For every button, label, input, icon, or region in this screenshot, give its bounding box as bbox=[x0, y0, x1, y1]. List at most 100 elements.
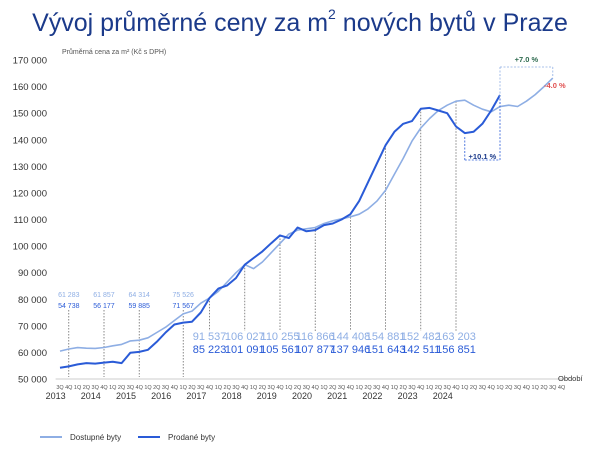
x-quarter-label: 3Q bbox=[303, 385, 311, 391]
x-quarter-label: 2Q bbox=[540, 385, 548, 391]
x-quarter-label: 2Q bbox=[470, 385, 478, 391]
value-label-prodane: 59 885 bbox=[128, 303, 150, 310]
x-quarter-label: 1Q bbox=[461, 385, 469, 391]
annotation-label: +7.0 % bbox=[515, 55, 539, 64]
x-quarter-label: 1Q bbox=[496, 385, 504, 391]
x-quarter-label: 1Q bbox=[250, 385, 258, 391]
x-quarter-label: 4Q bbox=[347, 385, 355, 391]
value-label-dostupne: 64 314 bbox=[128, 292, 150, 299]
x-quarter-label: 3Q bbox=[127, 385, 135, 391]
y-tick-label: 150 000 bbox=[13, 109, 47, 120]
value-label-prodane: 54 738 bbox=[58, 303, 80, 310]
series-lines bbox=[59, 77, 554, 369]
x-year-label: 2024 bbox=[433, 391, 453, 401]
x-quarter-label: 3Q bbox=[162, 385, 170, 391]
x-quarter-label: 3Q bbox=[549, 385, 557, 391]
legend-label-dostupne: Dostupné byty bbox=[70, 433, 121, 442]
y-axis-label: Průměrná cena za m² (Kč s DPH) bbox=[62, 48, 166, 56]
value-labels: 61 283 54 738 61 857 56 177 64 314 59 885 75 5… bbox=[58, 292, 476, 356]
y-tick-label: 120 000 bbox=[13, 188, 47, 199]
value-label-dostupne: 154 881 bbox=[366, 331, 406, 343]
x-quarter-label: 3Q bbox=[197, 385, 205, 391]
value-label-dostupne: 116 866 bbox=[296, 331, 335, 343]
x-year-label: 2013 bbox=[46, 391, 66, 401]
value-label-dostupne: 144 408 bbox=[331, 331, 371, 343]
x-quarter-label: 2Q bbox=[505, 385, 513, 391]
x-quarter-label: 2Q bbox=[188, 385, 196, 391]
y-tick-label: 130 000 bbox=[13, 162, 47, 173]
x-quarter-label: 3Q bbox=[92, 385, 100, 391]
title-rest: nových bytů v Praze bbox=[335, 9, 568, 37]
value-label-dostupne: 61 283 bbox=[58, 292, 80, 299]
y-tick-label: 170 000 bbox=[13, 56, 47, 67]
x-quarter-label: 4Q bbox=[523, 385, 531, 391]
legend-label-prodane: Prodané byty bbox=[168, 433, 215, 442]
x-quarter-label: 1Q bbox=[426, 385, 434, 391]
title-main: Vývoj průměrné ceny za m bbox=[32, 9, 329, 37]
value-label-dostupne: 110 255 bbox=[261, 331, 300, 343]
x-axis-label: Období bbox=[558, 374, 584, 383]
x-quarter-label: 4Q bbox=[558, 385, 566, 391]
value-label-dostupne: 75 526 bbox=[172, 292, 194, 299]
x-quarter-label: 2Q bbox=[364, 385, 372, 391]
x-quarter-label: 2Q bbox=[435, 385, 443, 391]
x-quarter-label: 3Q bbox=[338, 385, 346, 391]
x-quarter-label: 1Q bbox=[320, 385, 328, 391]
x-quarter-label: 3Q bbox=[232, 385, 240, 391]
y-tick-label: 70 000 bbox=[18, 321, 47, 332]
x-quarter-label: 4Q bbox=[206, 385, 214, 391]
x-quarter-label: 1Q bbox=[180, 385, 188, 391]
x-year-label: 2020 bbox=[292, 391, 312, 401]
x-year-label: 2014 bbox=[81, 391, 101, 401]
x-quarter-label: 4Q bbox=[136, 385, 144, 391]
x-year-label: 2018 bbox=[222, 391, 242, 401]
y-tick-label: 50 000 bbox=[18, 375, 47, 386]
x-quarter-label: 1Q bbox=[144, 385, 152, 391]
value-label-prodane: 107 877 bbox=[295, 344, 335, 356]
x-quarter-label: 2Q bbox=[329, 385, 337, 391]
x-year-label: 2016 bbox=[151, 391, 171, 401]
value-label-prodane: 56 177 bbox=[93, 303, 115, 310]
value-label-prodane: 151 643 bbox=[366, 344, 406, 356]
x-quarter-label: 2Q bbox=[224, 385, 232, 391]
legend: Dostupné byty Prodané byty bbox=[40, 433, 215, 442]
x-quarter-label: 1Q bbox=[391, 385, 399, 391]
x-quarter-label: 2Q bbox=[118, 385, 126, 391]
x-quarter-label: 4Q bbox=[65, 385, 73, 391]
x-quarter-label: 4Q bbox=[488, 385, 496, 391]
x-quarter-label: 1Q bbox=[285, 385, 293, 391]
x-quarter-label: 4Q bbox=[312, 385, 320, 391]
x-year-label: 2022 bbox=[362, 391, 382, 401]
y-tick-label: 60 000 bbox=[18, 348, 47, 359]
x-quarter-label: 1Q bbox=[356, 385, 364, 391]
x-quarter-label: 3Q bbox=[373, 385, 381, 391]
drop-lines bbox=[68, 101, 457, 377]
value-label-prodane: 156 851 bbox=[436, 344, 476, 356]
value-label-dostupne: 152 482 bbox=[401, 331, 441, 343]
y-tick-label: 80 000 bbox=[18, 295, 47, 306]
series-line-dostupne bbox=[59, 77, 554, 352]
value-label-dostupne: 106 027 bbox=[225, 331, 265, 343]
x-quarter-label: 4Q bbox=[452, 385, 460, 391]
x-quarter-label: 4Q bbox=[171, 385, 179, 391]
x-quarter-label: 2Q bbox=[153, 385, 161, 391]
x-year-label: 2017 bbox=[186, 391, 206, 401]
x-quarter-label: 2Q bbox=[259, 385, 267, 391]
x-year-label: 2015 bbox=[116, 391, 136, 401]
value-label-dostupne: 61 857 bbox=[93, 292, 115, 299]
x-quarter-label: 1Q bbox=[74, 385, 82, 391]
annotation-label: +10.1 % bbox=[469, 152, 497, 161]
title-superscript: 2 bbox=[328, 6, 336, 22]
x-quarter-label: 2Q bbox=[400, 385, 408, 391]
annotation-label: -4.0 % bbox=[544, 81, 566, 90]
x-year-label: 2021 bbox=[327, 391, 347, 401]
value-label-prodane: 105 561 bbox=[260, 344, 300, 356]
value-label-dostupne: 91 537 bbox=[193, 331, 227, 343]
x-quarter-label: 1Q bbox=[109, 385, 117, 391]
x-year-label: 2023 bbox=[398, 391, 418, 401]
value-label-dostupne: 163 203 bbox=[436, 331, 476, 343]
x-quarter-label: 3Q bbox=[408, 385, 416, 391]
y-tick-label: 160 000 bbox=[13, 82, 47, 93]
x-quarter-label: 4Q bbox=[241, 385, 249, 391]
